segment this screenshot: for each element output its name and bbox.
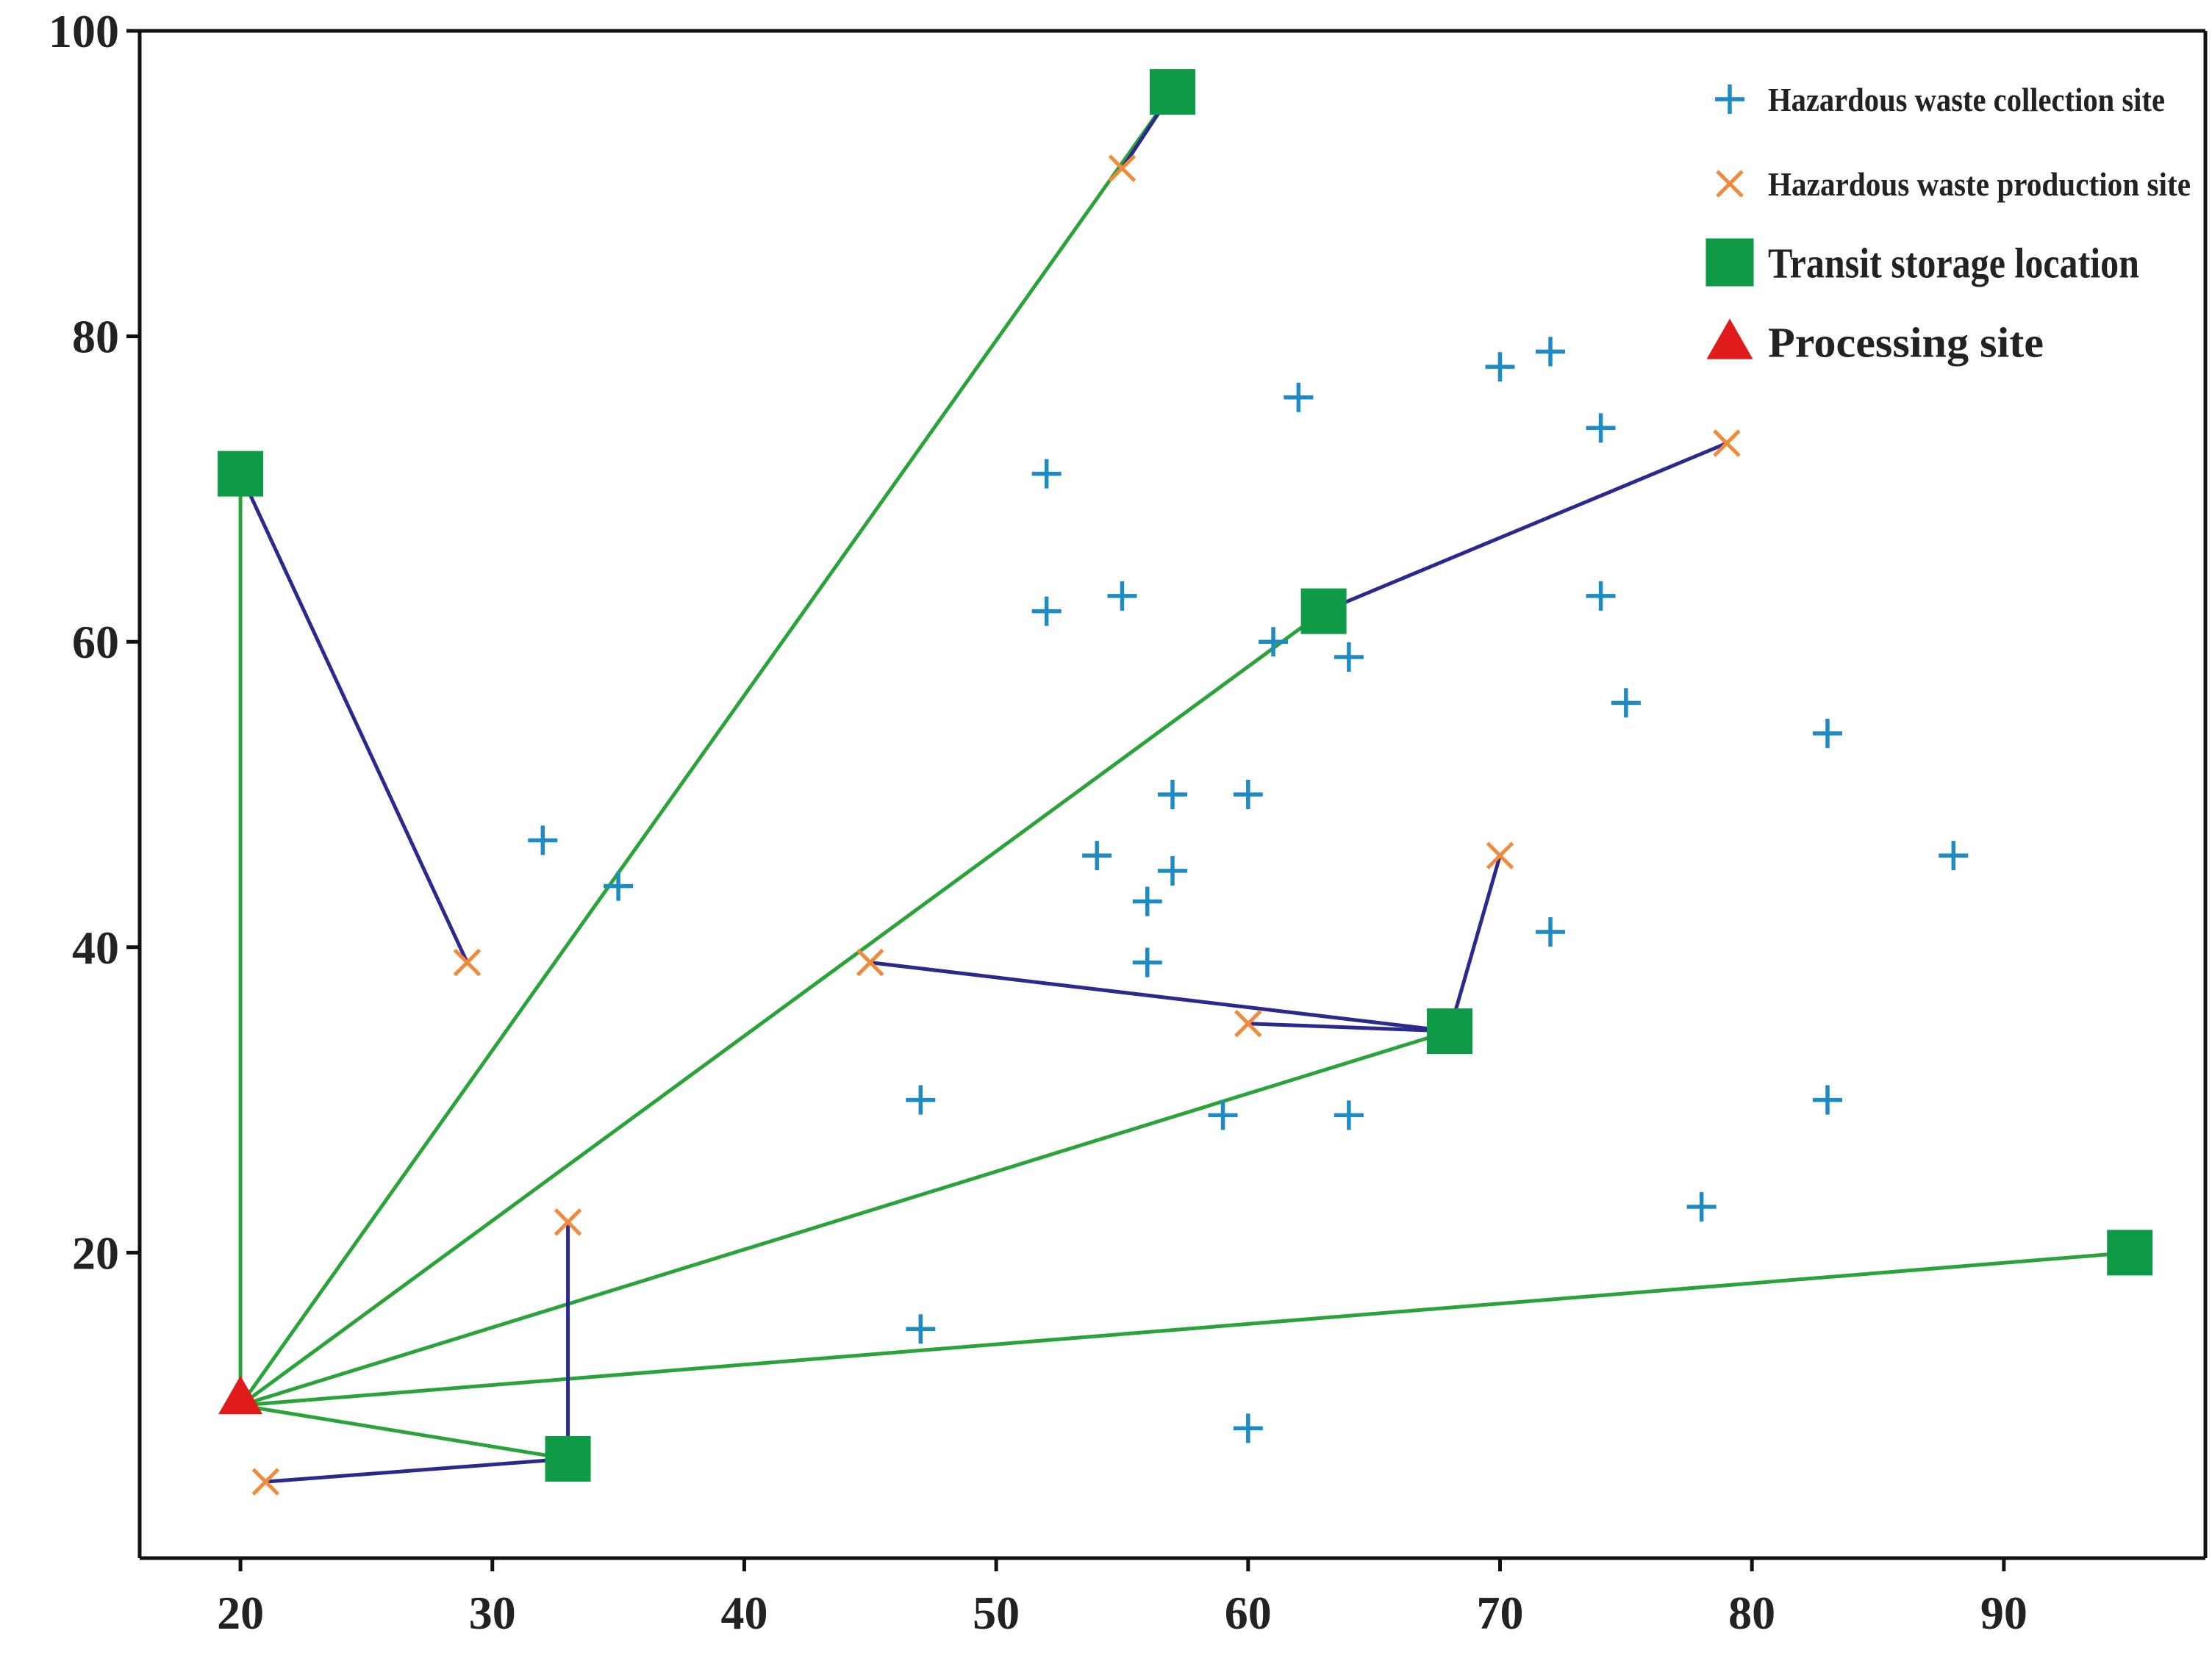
green-route-line [238,90,1175,1407]
blue-route-line [238,472,469,965]
collection-site-point [1284,382,1314,412]
routes-layer [238,90,2132,1484]
collection-site-point [1233,780,1263,809]
processing-site-point [218,1375,263,1415]
collection-site-point [1611,688,1641,718]
legend-processing-label: Processing site [1768,318,2044,366]
green-route-line [238,1029,1452,1407]
x-tick-label: 90 [1980,1587,2027,1639]
x-tick-label: 40 [720,1587,767,1639]
collection-site-point [1334,1100,1364,1130]
collection-site-point [528,825,558,855]
production-site-point-d2 [1108,154,1137,182]
transit-storage-point [1426,1008,1472,1055]
collection-site-point [1107,581,1137,611]
production-site-point [1713,429,1741,457]
production-site-point [856,948,884,977]
collection-site-point [1939,841,1969,871]
production-site-point [251,1468,280,1496]
production-site-point [1486,842,1514,869]
y-tick-label: 20 [72,1227,119,1279]
green-route-line [238,1250,2132,1407]
legend-transit-marker [1705,238,1754,287]
green-route-line [238,609,1326,1407]
legend: Hazardous waste collection site Hazardous… [1705,81,2191,366]
production-site-point-d2 [856,948,884,977]
legend-processing-marker [1706,318,1753,359]
legend-collection-label: Hazardous waste collection site [1768,81,2165,118]
collection-site-point [1132,886,1162,916]
green-route-line [238,1403,570,1461]
collection-site-point [906,1085,936,1115]
production-site-point [554,1208,582,1236]
collection-site-point [1158,780,1187,809]
collection-site-point [1586,581,1616,611]
x-tick-label: 50 [973,1587,1020,1639]
production-site-point-d2 [251,1468,280,1496]
legend-production-label: Hazardous waste production site [1768,165,2191,203]
production-site-point-d2 [1234,1009,1262,1038]
collection-site-point [1132,947,1162,977]
legend-production-marker [1716,170,1744,198]
collection-site-point [1259,627,1289,657]
y-tick-label: 40 [72,922,119,974]
x-tick-label: 60 [1225,1587,1272,1639]
transit-storage-point [218,451,264,497]
production-site-point-d2 [1486,842,1514,869]
collection-site-point [1082,841,1112,871]
y-tick-label: 80 [72,311,119,363]
production-site-point [1234,1009,1262,1038]
production-site-point-d2 [1713,429,1741,457]
legend-transit-label: Transit storage location [1768,239,2139,287]
production-site-point [1108,154,1137,182]
collection-site-point [1586,413,1616,443]
x-tick-label: 80 [1728,1587,1775,1639]
legend-production-marker-d2 [1716,170,1744,198]
blue-route-line [1322,441,1729,614]
axes-layer: 20 40 60 80 100 20 30 40 50 60 70 80 90 [49,5,2208,1639]
collection-site-point [604,871,634,901]
blue-route-line [263,1457,570,1484]
y-tick-label: 100 [49,5,119,57]
collection-site-point [1158,855,1187,886]
legend-collection-marker [1715,85,1744,114]
collection-site-point [1485,352,1515,382]
y-tick-label: 60 [72,616,119,668]
collection-site-point [1812,1085,1842,1115]
production-site-point-d2 [453,948,482,977]
transit-storage-point [1300,588,1347,634]
production-site-point [453,948,482,977]
production-site-point-d2 [554,1208,582,1236]
transit-storage-point [2107,1230,2153,1276]
collection-site-point [1031,596,1062,626]
blue-route-line [1447,853,1502,1033]
collection-site-point [906,1314,936,1344]
transit-storage-point [545,1435,591,1482]
collection-site-point [1031,459,1062,489]
collection-site-point [1812,718,1842,748]
collection-site-point [1233,1413,1263,1443]
collection-site-point [1208,1100,1238,1130]
collection-site-point [1334,642,1364,672]
x-tick-label: 30 [469,1587,516,1639]
collection-site-point [1686,1192,1717,1222]
x-tick-label: 20 [217,1587,264,1639]
collection-site-point [1536,917,1566,947]
x-tick-label: 70 [1476,1587,1523,1639]
collection-site-point [1536,337,1566,367]
points-layer [218,69,2153,1496]
transit-storage-point [1150,69,1195,115]
blue-route-line [868,961,1452,1033]
blue-route-line [1246,1022,1452,1033]
